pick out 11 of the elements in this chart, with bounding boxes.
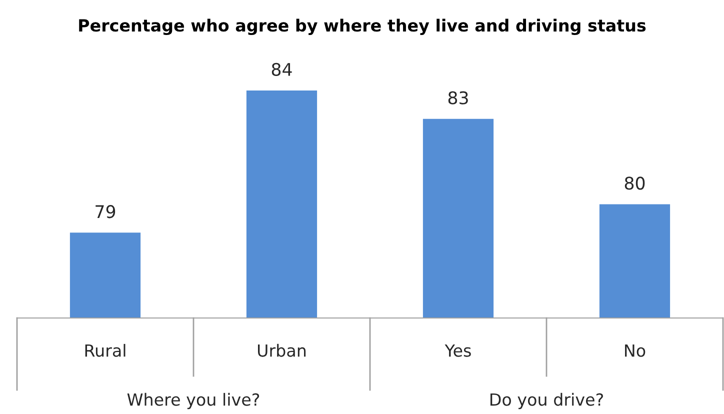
x-tick-label: Rural [85,344,126,357]
annotation: Do you drive? [490,392,603,410]
x-tick-label: Urban [258,344,306,357]
data-label: 80 [624,176,645,190]
x-tick-label: Yes [444,344,471,357]
chart-title: Percentage who agree by where they live and driving status [79,18,646,36]
data-label: 84 [272,62,292,76]
data-label: 79 [96,205,116,218]
annotation: Where you live? [127,392,260,410]
x-tick-label: No [625,344,646,357]
data-label: 83 [448,91,468,104]
